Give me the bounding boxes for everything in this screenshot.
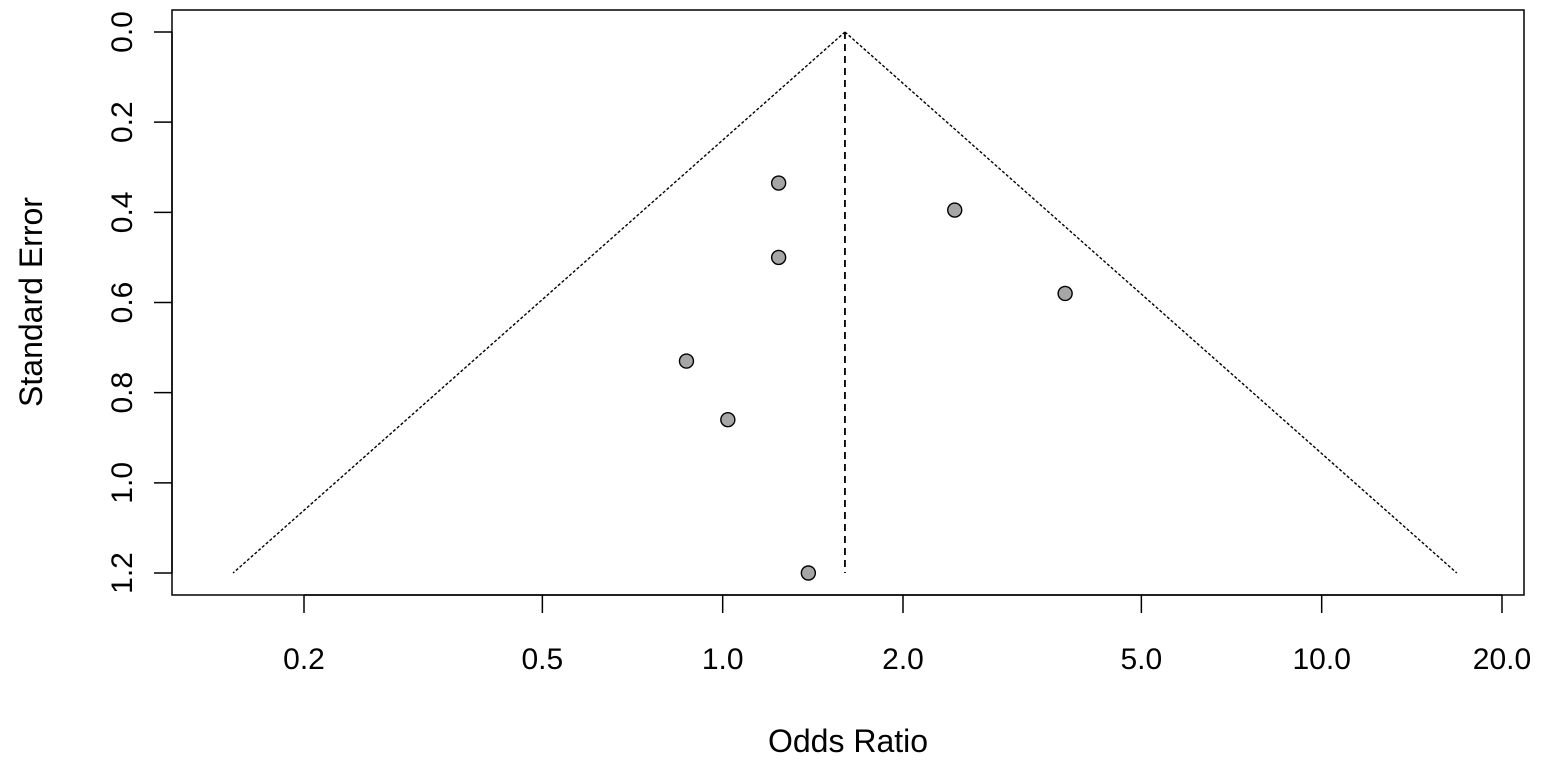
funnel-left-boundary	[232, 31, 846, 574]
y-axis: 0.0 0.2 0.4 0.6 0.8 1.0 1.2	[106, 11, 173, 594]
study-point-1	[770, 175, 787, 191]
x-tick-label: 1.0	[702, 643, 744, 676]
y-tick-label: 0.2	[106, 101, 139, 143]
study-point-2	[947, 202, 963, 218]
study-point-7	[800, 565, 817, 581]
study-point-6	[720, 412, 736, 428]
study-point-4	[1057, 285, 1073, 302]
plot-frame	[171, 9, 1525, 596]
study-point-3	[770, 249, 787, 266]
y-tick-label: 1.0	[106, 462, 139, 504]
x-axis: 0.2 0.5 1.0 2.0 5.0 10.0 20.0	[283, 594, 1531, 676]
x-tick-label: 10.0	[1292, 643, 1350, 676]
x-tick-label: 0.2	[283, 643, 325, 676]
x-tick-label: 5.0	[1121, 643, 1163, 676]
x-tick-label: 20.0	[1473, 643, 1531, 676]
y-tick-label: 0.6	[106, 282, 139, 324]
funnel-layer	[232, 31, 1458, 574]
x-tick-label: 0.5	[522, 643, 564, 676]
funnel-right-boundary	[844, 31, 1458, 574]
y-tick-label: 0.4	[106, 191, 139, 233]
y-axis-label: Standard Error	[13, 197, 49, 407]
y-tick-label: 1.2	[106, 552, 139, 594]
points-layer	[678, 175, 1073, 581]
study-point-5	[678, 353, 695, 369]
x-axis-label: Odds Ratio	[768, 723, 928, 759]
x-tick-label: 2.0	[882, 643, 924, 676]
y-tick-label: 0.0	[106, 11, 139, 53]
y-tick-label: 0.8	[106, 372, 139, 414]
